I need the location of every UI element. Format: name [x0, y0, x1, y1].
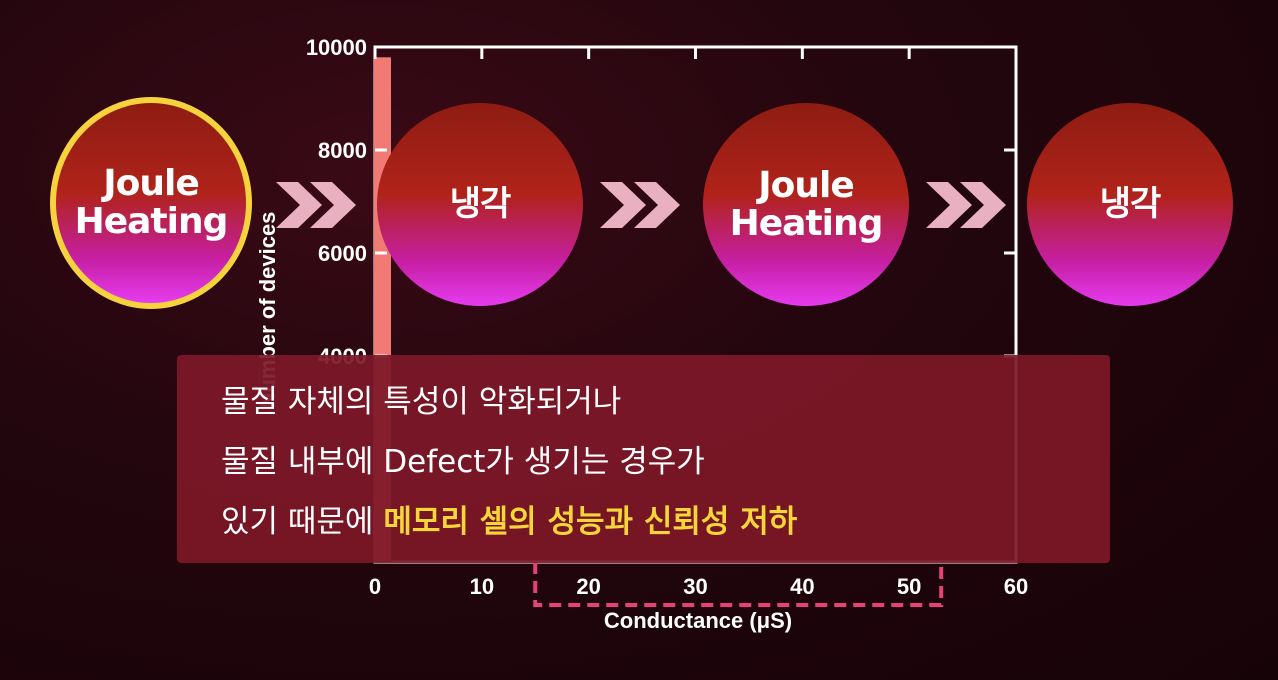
x-tick-label: 30	[683, 574, 707, 599]
caption-line-3: 있기 때문에 메모리 셀의 성능과 신뢰성 저하	[221, 492, 1110, 552]
process-step-cooling-1: 냉각	[377, 103, 583, 306]
step-label-line: 냉각	[449, 183, 512, 224]
caption-line-3-plain: 있기 때문에	[221, 504, 384, 540]
x-axis-title: Conductance (μS)	[604, 608, 792, 633]
step-label-line: Heating	[74, 201, 229, 242]
step-label-line: Joule	[758, 164, 855, 206]
process-step-cooling-2: 냉각	[1027, 103, 1233, 306]
y-tick-label: 6000	[318, 241, 367, 266]
process-step-joule-heating-1: Joule Heating	[50, 97, 252, 309]
process-step-joule-heating-2: Joule Heating	[703, 103, 909, 306]
chevron-right-icon	[600, 182, 680, 228]
chevron-right-icon	[276, 182, 356, 228]
caption-line-1: 물질 자체의 특성이 악화되거나	[221, 384, 622, 420]
caption-line-2: 물질 내부에 Defect가 생기는 경우가	[221, 444, 705, 480]
chevron-right-icon	[926, 182, 1006, 228]
step-label-line: Joule	[103, 163, 200, 205]
chart-ticks: 400060008000100000102030405060	[306, 35, 1028, 599]
step-label-line: 냉각	[1099, 183, 1162, 224]
x-tick-label: 10	[470, 574, 494, 599]
y-tick-label: 8000	[318, 138, 367, 163]
highlight-range-box	[533, 562, 944, 607]
x-tick-label: 20	[576, 574, 600, 599]
x-tick-label: 60	[1004, 574, 1028, 599]
x-tick-label: 50	[897, 574, 921, 599]
x-tick-label: 40	[790, 574, 814, 599]
subtitle-caption-box: 물질 자체의 특성이 악화되거나 물질 내부에 Defect가 생기는 경우가 …	[177, 355, 1110, 563]
x-tick-label: 0	[369, 574, 381, 599]
y-tick-label: 10000	[306, 35, 367, 60]
caption-highlight: 메모리 셀의 성능과 신뢰성 저하	[383, 504, 798, 540]
step-label-line: Heating	[729, 202, 884, 244]
